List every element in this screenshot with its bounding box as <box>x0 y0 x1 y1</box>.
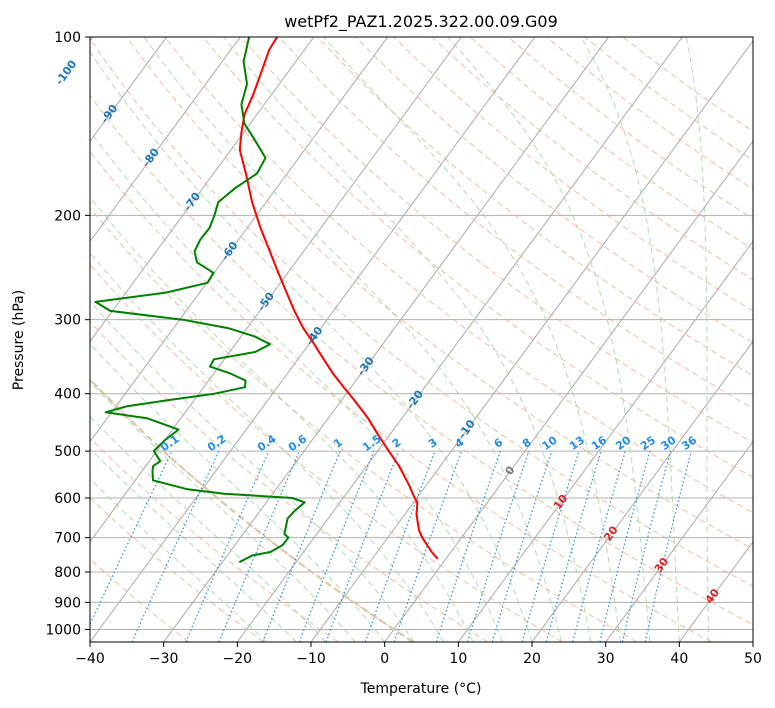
isotherm-20 <box>531 340 753 642</box>
mixing-ratio-line-3 <box>364 450 436 642</box>
moist-adiabat-20 <box>90 51 533 642</box>
data-lines <box>94 37 439 564</box>
isotherm--20 <box>236 37 683 642</box>
mixing-ratio-line-25 <box>599 450 651 642</box>
dewpoint-profile <box>94 37 306 564</box>
dry-adiabat-50 <box>90 94 753 626</box>
mixing-ratio-line-8 <box>466 450 530 642</box>
mixing-ratio-line-6 <box>435 450 501 642</box>
dry-adiabat-70 <box>126 37 753 550</box>
moist-adiabat--12 <box>90 447 297 642</box>
plot-frame <box>89 36 754 643</box>
freezing-adiabat <box>90 377 414 642</box>
chart-title: wetPf2_PAZ1.2025.322.00.09.G09 <box>284 12 558 32</box>
isotherm--30 <box>163 37 610 642</box>
temperature-profile <box>238 37 439 560</box>
dry-adiabat-120 <box>317 37 753 377</box>
x-tick-label: 50 <box>744 651 762 667</box>
moist-adiabat-44 <box>685 37 710 642</box>
moist-adiabat-16 <box>90 130 503 642</box>
mixing-ratio-line-16 <box>545 450 602 642</box>
mixing-ratio-line-36 <box>644 450 692 642</box>
x-tick-label: 20 <box>523 651 541 667</box>
dry-adiabat-20 <box>90 263 563 642</box>
y-tick-label: 900 <box>54 595 81 611</box>
moist-adiabat-8 <box>90 252 445 642</box>
x-tick-label: 30 <box>597 651 615 667</box>
moist-adiabat--4 <box>90 381 356 642</box>
x-tick-label: −20 <box>223 651 253 667</box>
y-tick-label: 600 <box>54 491 81 507</box>
moist-adiabat-36 <box>447 37 651 642</box>
plot-background <box>90 37 753 642</box>
dry-adiabat-0 <box>90 378 414 642</box>
y-axis-label: Pressure (hPa) <box>11 290 27 390</box>
x-axis-label: Temperature (°C) <box>360 681 482 697</box>
axes: −40 −30 −20 −10 0 10 20 30 40 50 100 200 300 400 500 60… <box>45 30 762 667</box>
isotherm--40 <box>90 37 536 642</box>
mixing-ratio-line-10 <box>491 450 553 642</box>
mixing-ratio-line-2 <box>325 450 400 642</box>
dry-adiabat-60 <box>90 38 753 587</box>
dry-adiabat-110 <box>279 37 753 410</box>
mixing-ratio-line-1 <box>262 450 341 642</box>
y-tick-label: 700 <box>54 531 81 547</box>
mixing-ratio-line-1.5 <box>298 450 375 642</box>
y-tick-label: 500 <box>54 444 81 460</box>
isotherm--70 <box>90 37 315 343</box>
mixing-ratio-line-30 <box>621 450 672 642</box>
x-tick-label: −40 <box>75 651 105 667</box>
x-tick-label: 0 <box>380 651 389 667</box>
mixing-ratio-line-13 <box>521 450 580 642</box>
moist-adiabat-40 <box>580 37 680 642</box>
moist-adiabat-28 <box>223 37 592 642</box>
dry-adiabat-130 <box>355 37 753 344</box>
x-tick-label: −30 <box>149 651 179 667</box>
y-tick-label: 800 <box>54 565 81 581</box>
moist-adiabat-4 <box>90 300 415 642</box>
mixing-ratio-line-4 <box>393 450 463 642</box>
mixing-ratio-line-20 <box>572 450 626 642</box>
isotherm--90 <box>90 37 168 143</box>
isotherm--80 <box>90 37 241 243</box>
moist-adiabat--16 <box>90 478 268 642</box>
y-tick-label: 400 <box>54 387 81 403</box>
isotherm-30 <box>605 440 753 642</box>
isotherm--60 <box>90 37 389 443</box>
moist-adiabat--8 <box>90 415 327 642</box>
dry-adiabat-40 <box>90 150 712 642</box>
moist-adiabat-0 <box>90 343 386 642</box>
isotherm-50 <box>752 641 753 642</box>
mixing-ratio-line-0.6 <box>218 450 301 642</box>
x-tick-label: 10 <box>449 651 467 667</box>
dry-adiabat-30 <box>90 206 638 642</box>
y-tick-label: 1000 <box>45 622 81 638</box>
moist-adiabat-24 <box>143 37 562 642</box>
x-tick-label: −10 <box>296 651 326 667</box>
y-tick-label: 300 <box>54 313 81 329</box>
isotherm-label: -100 <box>53 57 80 87</box>
moist-adiabat-32 <box>322 37 621 642</box>
isotherm-0 <box>384 140 753 642</box>
y-tick-label: 200 <box>54 208 81 224</box>
y-tick-label: 100 <box>54 30 81 46</box>
x-tick-label: 40 <box>670 651 688 667</box>
